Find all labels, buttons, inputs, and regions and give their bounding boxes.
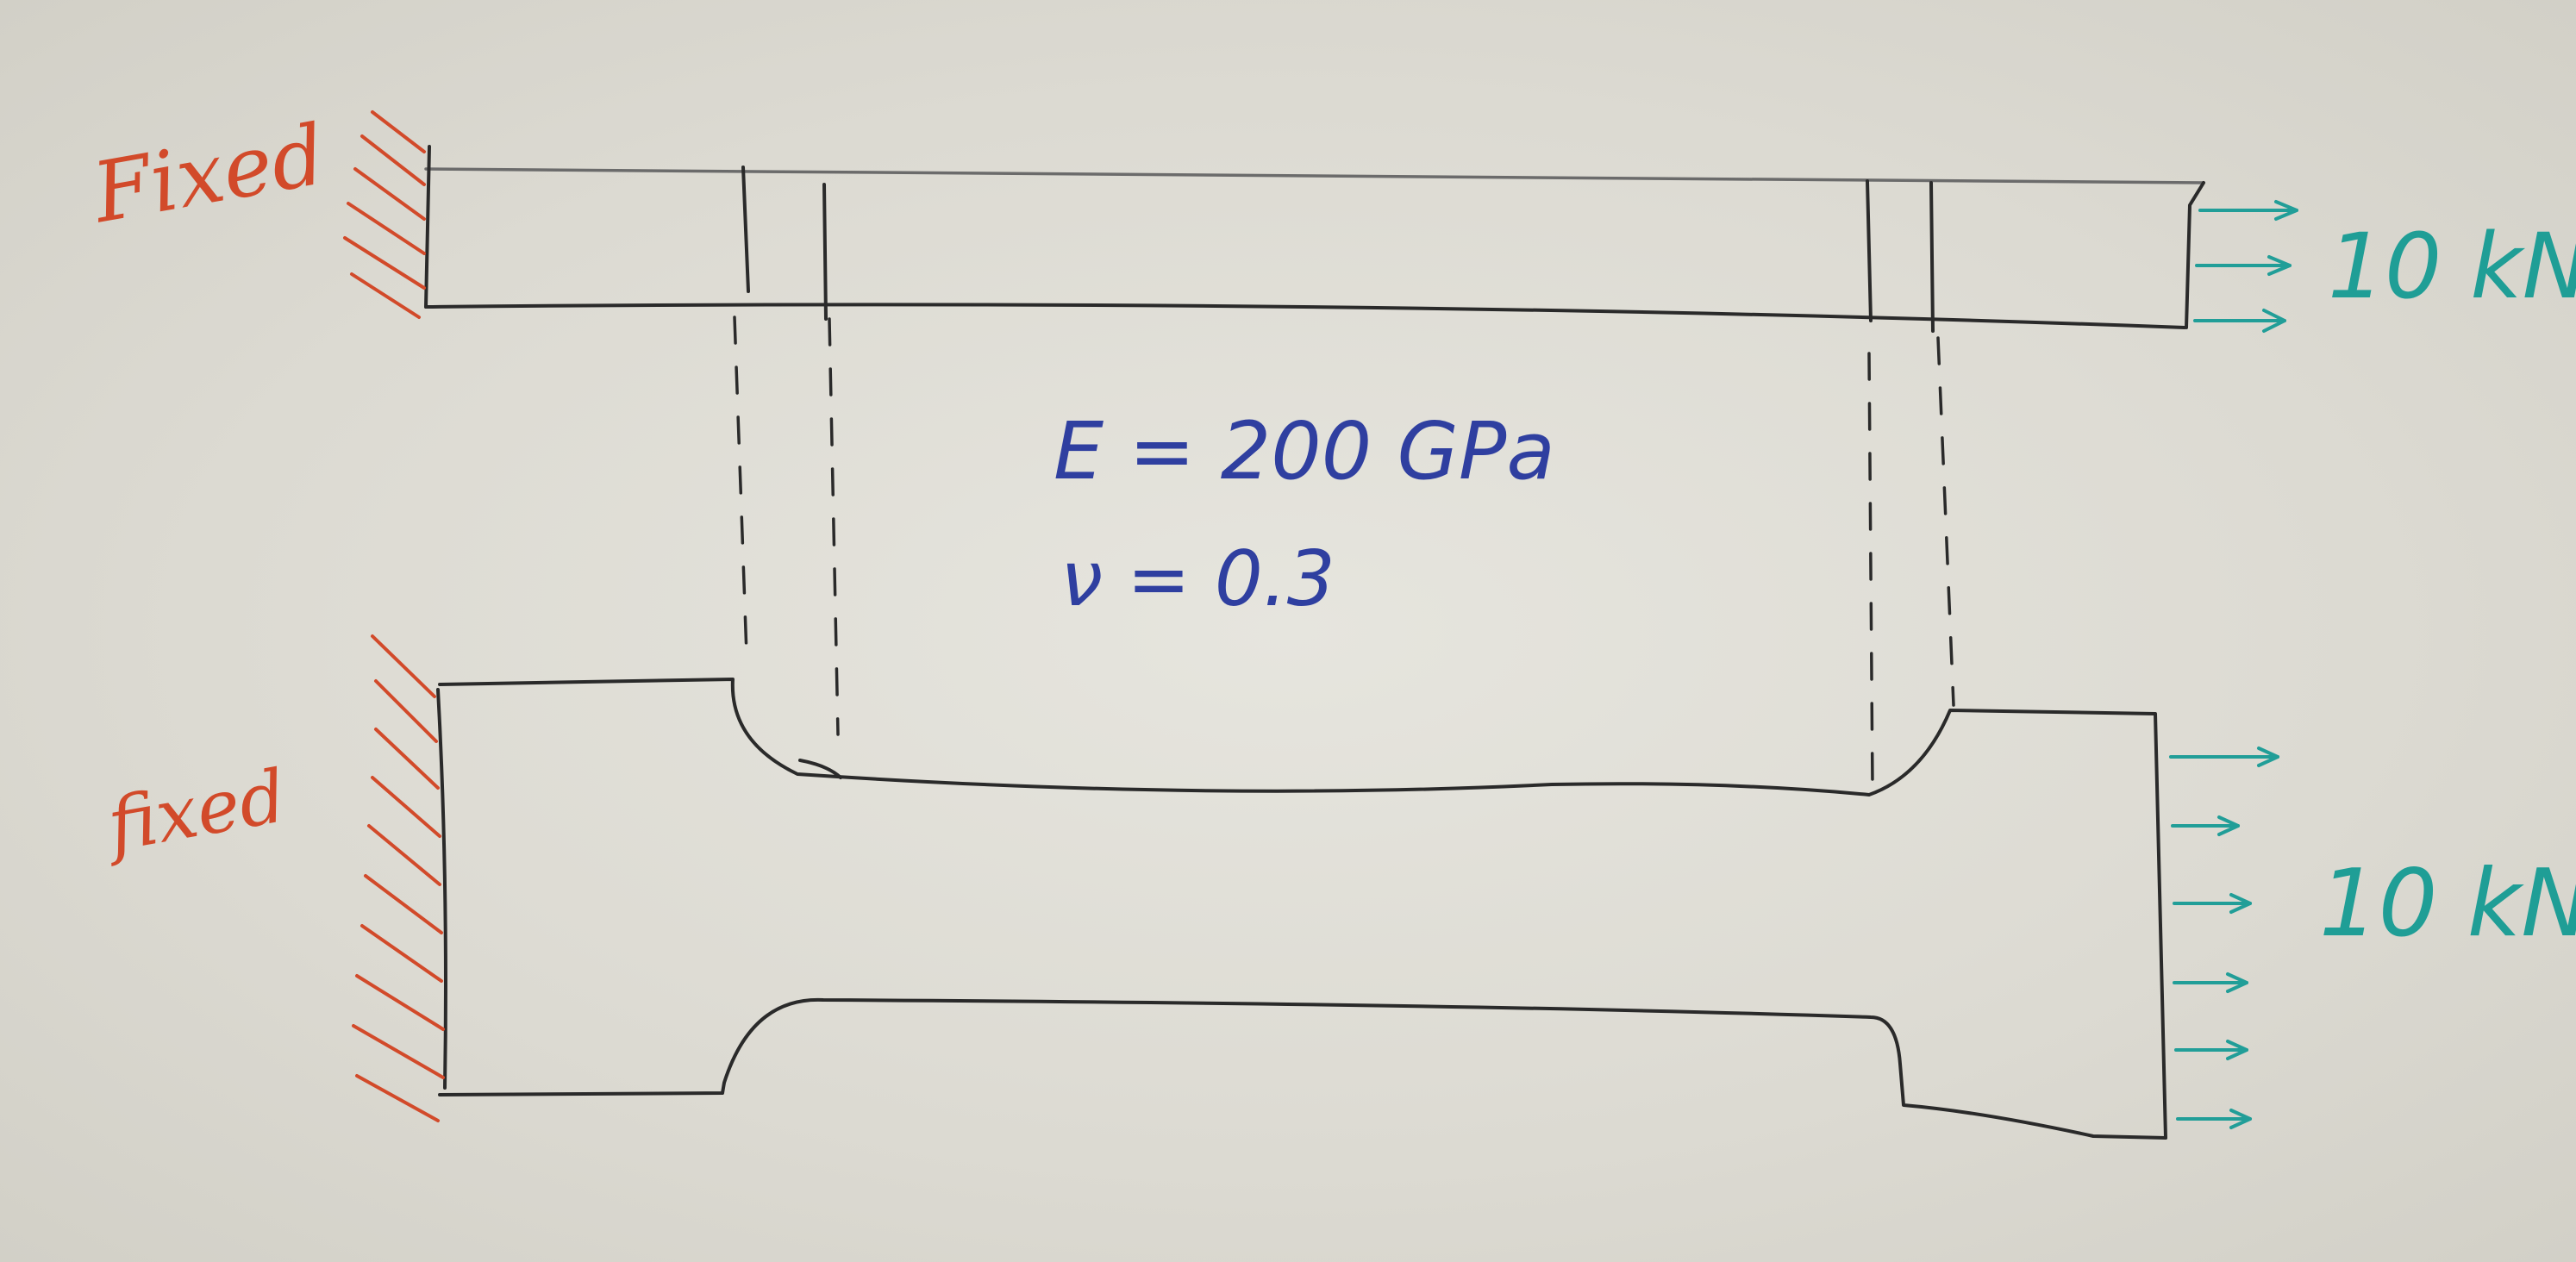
poisson-ratio-label: ν = 0.3 — [1060, 534, 1335, 623]
top-bar-left-edge — [424, 145, 431, 309]
bottom-fixed-support-hatching — [352, 634, 445, 1122]
bottom-specimen-upper-outline — [438, 678, 2167, 1140]
arrow-head — [2267, 255, 2292, 276]
projection-line — [1936, 336, 1955, 707]
top-bar-section-line — [741, 166, 750, 293]
top-bar-section-line — [1866, 179, 1873, 322]
arrow-head — [2262, 309, 2286, 333]
top-bar-right-edge — [2185, 181, 2205, 329]
projection-line — [733, 316, 748, 657]
arrow-head — [2274, 200, 2298, 221]
youngs-modulus-label: E = 200 GPa — [1054, 405, 1555, 497]
top-bar — [424, 145, 2205, 333]
bottom-load-arrows — [2169, 747, 2279, 1129]
bottom-specimen-left-edge — [436, 688, 447, 1090]
bottom-load-label: 10 kN — [2319, 850, 2576, 958]
top-bar-top-edge — [424, 167, 2205, 184]
top-fixed-support-hatching — [343, 110, 426, 319]
projection-line — [828, 317, 840, 736]
fillet-mark — [798, 759, 842, 779]
top-load-label: 10 kN — [2328, 214, 2576, 319]
bottom-specimen — [436, 678, 2167, 1140]
top-bar-section-line — [1929, 181, 1935, 333]
projection-lines — [733, 316, 1955, 788]
top-bar-section-line — [822, 183, 828, 321]
top-bar-bottom-edge — [424, 303, 2186, 329]
top-load-arrows — [2193, 200, 2298, 333]
projection-line — [1867, 352, 1874, 788]
bottom-specimen-lower-outline — [438, 997, 2167, 1140]
